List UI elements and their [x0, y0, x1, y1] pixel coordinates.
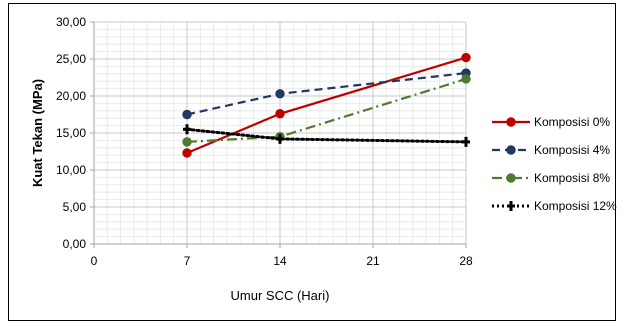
data-point: [183, 124, 191, 135]
data-point: [276, 133, 284, 144]
legend-label: Komposisi 12%: [534, 199, 617, 213]
legend: Komposisi 0% Komposisi 4% Komposisi 8% Komp…: [492, 115, 617, 213]
y-axis-title: Kuat Tekan (MPa): [30, 79, 45, 187]
series-2: [182, 68, 471, 120]
data-point: [182, 137, 192, 147]
series-4: [183, 124, 470, 147]
y-tick-label: 0,00: [63, 237, 87, 251]
x-tick-label: 0: [91, 254, 98, 268]
legend-label: Komposisi 4%: [534, 143, 610, 157]
legend-item-4: Komposisi 12%: [492, 199, 617, 213]
data-point: [275, 109, 285, 119]
tick-labels: 0,00 5,00 10,00 15,00 20,00 25,00 30,00 0 7 14 21 2…: [56, 15, 473, 268]
data-point: [461, 74, 471, 84]
data-point: [462, 136, 470, 147]
legend-item-3: Komposisi 8%: [492, 171, 610, 185]
legend-item-2: Komposisi 4%: [492, 143, 610, 157]
data-point: [461, 52, 471, 63]
y-tick-label: 10,00: [56, 163, 86, 177]
x-tick-label: 21: [366, 254, 380, 268]
legend-marker: [506, 173, 516, 183]
legend-label: Komposisi 8%: [534, 171, 610, 185]
y-tick-label: 25,00: [56, 52, 86, 66]
line-chart: 0,00 5,00 10,00 15,00 20,00 25,00 30,00 0 7 14 21 2…: [30, 15, 617, 303]
chart-frame: 0,00 5,00 10,00 15,00 20,00 25,00 30,00 0 7 14 21 2…: [8, 3, 617, 321]
legend-label: Komposisi 0%: [534, 115, 610, 129]
data-point: [275, 89, 285, 99]
legend-marker: [506, 145, 516, 155]
series-line: [186, 77, 467, 143]
y-tick-label: 20,00: [56, 89, 86, 103]
legend-item-1: Komposisi 0%: [492, 115, 610, 129]
x-axis-title: Umur SCC (Hari): [231, 288, 330, 303]
x-tick-label: 14: [273, 254, 287, 268]
x-tick-label: 28: [459, 254, 473, 268]
y-tick-label: 15,00: [56, 126, 86, 140]
series-line: [186, 71, 467, 116]
series-1: [182, 52, 471, 158]
legend-marker: [506, 117, 516, 127]
legend-marker: [507, 201, 515, 211]
series-layer: [182, 52, 471, 158]
y-tick-label: 5,00: [63, 200, 87, 214]
data-point: [182, 148, 192, 158]
y-tick-label: 30,00: [56, 15, 86, 29]
x-tick-label: 7: [184, 254, 191, 268]
axes: [90, 21, 467, 248]
data-point: [182, 109, 192, 120]
